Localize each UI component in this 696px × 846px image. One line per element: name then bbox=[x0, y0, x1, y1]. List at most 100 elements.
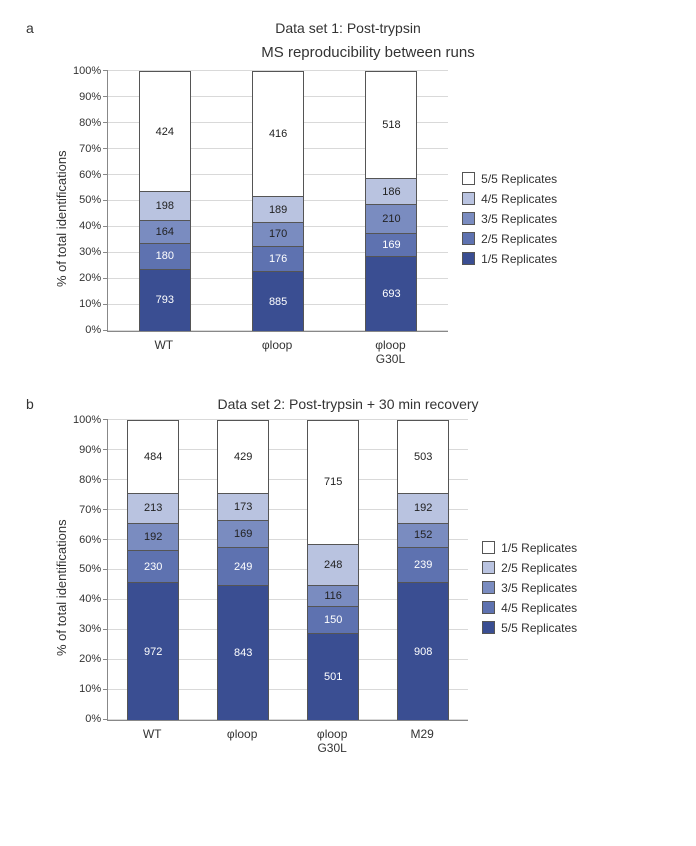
legend-swatch bbox=[482, 561, 495, 574]
ytick-label: 0% bbox=[85, 330, 101, 331]
bar-segment: 173 bbox=[218, 493, 268, 520]
tick-mark bbox=[103, 539, 108, 540]
bar-segment: 416 bbox=[253, 72, 303, 196]
legend-label: 3/5 Replicates bbox=[481, 212, 557, 226]
ytick-label: 30% bbox=[79, 629, 101, 630]
bar-segment: 249 bbox=[218, 547, 268, 586]
bar: 793180164198424 bbox=[139, 71, 191, 331]
xcat-label: φloop bbox=[216, 721, 268, 755]
yaxis-b: 100%90%80%70%60%50%40%30%20%10%0% bbox=[73, 420, 107, 720]
tick-mark bbox=[103, 70, 108, 71]
ytick-label: 60% bbox=[79, 175, 101, 176]
legend-item: 1/5 Replicates bbox=[462, 252, 557, 266]
legend-a: 5/5 Replicates 4/5 Replicates 3/5 Replicat… bbox=[448, 71, 557, 366]
bar-segment: 230 bbox=[128, 550, 178, 583]
bar-segment: 213 bbox=[128, 493, 178, 523]
legend-swatch bbox=[462, 232, 475, 245]
bar-segment: 503 bbox=[398, 421, 448, 493]
legend-label: 1/5 Replicates bbox=[481, 252, 557, 266]
bar-segment: 198 bbox=[140, 191, 190, 219]
bar-segment: 116 bbox=[308, 585, 358, 606]
ytick-label: 70% bbox=[79, 510, 101, 511]
legend-label: 2/5 Replicates bbox=[481, 232, 557, 246]
tick-mark bbox=[103, 96, 108, 97]
bar-segment: 189 bbox=[253, 196, 303, 222]
xcat-label: φloop bbox=[251, 332, 303, 366]
bar-segment: 169 bbox=[366, 233, 416, 256]
panel-label-a: a bbox=[26, 20, 34, 36]
ytick-label: 60% bbox=[79, 540, 101, 541]
legend-item: 5/5 Replicates bbox=[482, 621, 577, 635]
yaxis-a: 100%90%80%70%60%50%40%30%20%10%0% bbox=[73, 71, 107, 331]
bar-segment: 793 bbox=[140, 269, 190, 331]
legend-item: 4/5 Replicates bbox=[482, 601, 577, 615]
legend-label: 5/5 Replicates bbox=[501, 621, 577, 635]
dataset-title-a: Data set 1: Post-trypsin bbox=[20, 20, 676, 36]
legend-item: 5/5 Replicates bbox=[462, 172, 557, 186]
legend-label: 3/5 Replicates bbox=[501, 581, 577, 595]
legend-swatch bbox=[462, 212, 475, 225]
bar-segment: 424 bbox=[140, 72, 190, 191]
dataset-title-b: Data set 2: Post-trypsin + 30 min recove… bbox=[20, 396, 676, 412]
xaxis-a: WT φloop φloop G30L bbox=[107, 332, 447, 366]
chart-title-a: MS reproducibility between runs bbox=[20, 44, 676, 61]
tick-mark bbox=[103, 599, 108, 600]
bar-segment: 972 bbox=[128, 582, 178, 720]
xaxis-b: WTφloopφloop G30LM29 bbox=[107, 721, 467, 755]
panel-b: Data set 2: Post-trypsin + 30 min recove… bbox=[20, 396, 676, 755]
legend-label: 2/5 Replicates bbox=[501, 561, 577, 575]
xcat-label: WT bbox=[138, 332, 190, 366]
legend-swatch bbox=[482, 601, 495, 614]
tick-mark bbox=[103, 304, 108, 305]
ytick-label: 10% bbox=[79, 689, 101, 690]
bar-segment: 192 bbox=[398, 493, 448, 523]
bar-segment: 715 bbox=[308, 421, 358, 544]
bar-segment: 180 bbox=[140, 243, 190, 269]
tick-mark bbox=[103, 330, 108, 331]
legend-label: 4/5 Replicates bbox=[501, 601, 577, 615]
legend-label: 1/5 Replicates bbox=[501, 541, 577, 555]
ytick-label: 50% bbox=[79, 200, 101, 201]
legend-swatch bbox=[482, 621, 495, 634]
xcat-label: φloop G30L bbox=[364, 332, 416, 366]
legend-item: 1/5 Replicates bbox=[482, 541, 577, 555]
bar-segment: 152 bbox=[398, 523, 448, 547]
bar-segment: 484 bbox=[128, 421, 178, 493]
tick-mark bbox=[103, 689, 108, 690]
legend-item: 2/5 Replicates bbox=[482, 561, 577, 575]
legend-item: 3/5 Replicates bbox=[462, 212, 557, 226]
tick-mark bbox=[103, 419, 108, 420]
tick-mark bbox=[103, 629, 108, 630]
bar-segment: 169 bbox=[218, 520, 268, 547]
legend-label: 4/5 Replicates bbox=[481, 192, 557, 206]
bar-segment: 239 bbox=[398, 547, 448, 583]
ytick-label: 100% bbox=[73, 71, 101, 72]
tick-mark bbox=[103, 174, 108, 175]
legend-b: 1/5 Replicates 2/5 Replicates 3/5 Replicat… bbox=[468, 420, 577, 755]
ytick-label: 40% bbox=[79, 599, 101, 600]
ytick-label: 40% bbox=[79, 226, 101, 227]
ytick-label: 30% bbox=[79, 252, 101, 253]
ylabel-a: % of total identifications bbox=[50, 71, 73, 366]
tick-mark bbox=[103, 226, 108, 227]
tick-mark bbox=[103, 479, 108, 480]
bar-segment: 210 bbox=[366, 204, 416, 232]
bar: 972230192213484 bbox=[127, 420, 179, 720]
ytick-label: 20% bbox=[79, 659, 101, 660]
ytick-label: 90% bbox=[79, 97, 101, 98]
tick-mark bbox=[103, 148, 108, 149]
ytick-label: 50% bbox=[79, 569, 101, 570]
legend-swatch bbox=[482, 541, 495, 554]
legend-swatch bbox=[462, 192, 475, 205]
legend-swatch bbox=[462, 252, 475, 265]
legend-item: 3/5 Replicates bbox=[482, 581, 577, 595]
ytick-label: 80% bbox=[79, 123, 101, 124]
bar-segment: 693 bbox=[366, 256, 416, 331]
plot-area-b: 9722301922134848432491691734295011501162… bbox=[107, 420, 468, 721]
xcat-label: WT bbox=[126, 721, 178, 755]
xcat-label: M29 bbox=[396, 721, 448, 755]
legend-item: 2/5 Replicates bbox=[462, 232, 557, 246]
tick-mark bbox=[103, 659, 108, 660]
bar-segment: 518 bbox=[366, 72, 416, 178]
ytick-label: 100% bbox=[73, 420, 101, 421]
